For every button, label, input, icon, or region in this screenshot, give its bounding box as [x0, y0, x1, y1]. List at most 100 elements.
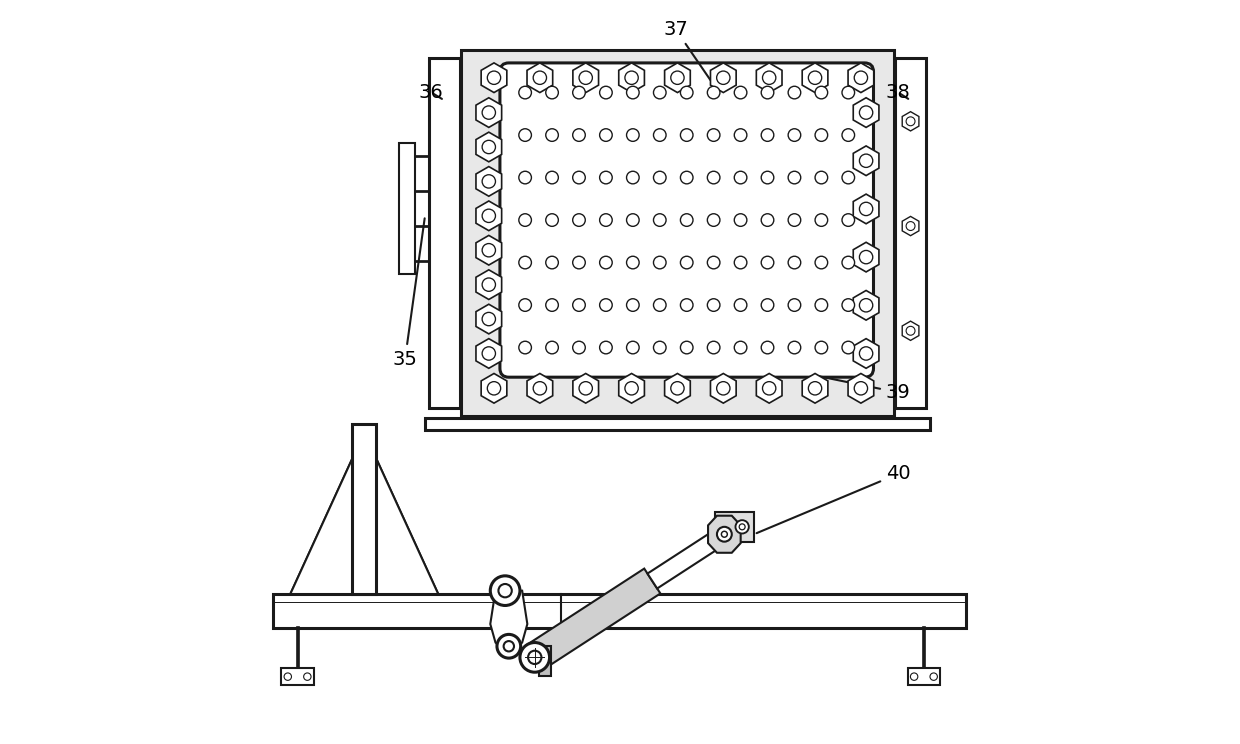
FancyBboxPatch shape — [500, 63, 873, 377]
Circle shape — [842, 214, 854, 226]
Circle shape — [707, 86, 720, 99]
Circle shape — [681, 299, 693, 311]
Circle shape — [546, 171, 558, 184]
Polygon shape — [903, 217, 919, 236]
Circle shape — [717, 71, 730, 84]
Circle shape — [626, 214, 639, 226]
Polygon shape — [848, 63, 874, 92]
Bar — [352, 424, 376, 594]
Text: 37: 37 — [663, 20, 711, 80]
Circle shape — [482, 278, 496, 292]
Circle shape — [518, 171, 532, 184]
Polygon shape — [476, 201, 502, 231]
Polygon shape — [481, 373, 507, 403]
Circle shape — [789, 86, 801, 99]
Circle shape — [546, 86, 558, 99]
Circle shape — [573, 171, 585, 184]
Circle shape — [761, 299, 774, 311]
Circle shape — [707, 214, 720, 226]
Circle shape — [859, 154, 873, 167]
Circle shape — [815, 214, 827, 226]
Bar — [429, 59, 460, 408]
Circle shape — [815, 256, 827, 269]
Circle shape — [707, 299, 720, 311]
Circle shape — [707, 256, 720, 269]
Circle shape — [653, 299, 666, 311]
Polygon shape — [890, 420, 910, 424]
Circle shape — [626, 129, 639, 141]
Circle shape — [734, 171, 746, 184]
Circle shape — [546, 129, 558, 141]
Circle shape — [789, 129, 801, 141]
Circle shape — [842, 341, 854, 354]
Text: 39: 39 — [818, 376, 910, 402]
Circle shape — [707, 129, 720, 141]
Circle shape — [626, 86, 639, 99]
Polygon shape — [619, 373, 645, 403]
Circle shape — [518, 299, 532, 311]
Polygon shape — [573, 63, 599, 92]
Circle shape — [653, 171, 666, 184]
Circle shape — [761, 341, 774, 354]
Polygon shape — [853, 194, 879, 224]
Bar — [425, 418, 930, 430]
Circle shape — [842, 299, 854, 311]
Circle shape — [681, 256, 693, 269]
Circle shape — [626, 341, 639, 354]
Circle shape — [681, 214, 693, 226]
Circle shape — [789, 341, 801, 354]
Circle shape — [284, 673, 291, 680]
Polygon shape — [711, 63, 737, 92]
Circle shape — [600, 299, 613, 311]
Circle shape — [734, 341, 746, 354]
Circle shape — [520, 643, 549, 672]
Circle shape — [482, 175, 496, 188]
Polygon shape — [853, 290, 879, 320]
Circle shape — [707, 341, 720, 354]
Bar — [539, 646, 552, 676]
Circle shape — [842, 129, 854, 141]
Polygon shape — [490, 591, 527, 650]
Circle shape — [573, 129, 585, 141]
Circle shape — [497, 635, 521, 658]
Circle shape — [600, 256, 613, 269]
Polygon shape — [853, 97, 879, 127]
Circle shape — [653, 256, 666, 269]
Polygon shape — [619, 63, 645, 92]
Circle shape — [626, 256, 639, 269]
Circle shape — [487, 71, 501, 84]
Polygon shape — [715, 512, 754, 542]
Circle shape — [681, 341, 693, 354]
Circle shape — [734, 214, 746, 226]
Circle shape — [761, 171, 774, 184]
Circle shape — [653, 341, 666, 354]
Polygon shape — [444, 420, 464, 424]
Circle shape — [573, 299, 585, 311]
Polygon shape — [527, 568, 661, 670]
Circle shape — [533, 71, 547, 84]
Circle shape — [653, 129, 666, 141]
Circle shape — [573, 341, 585, 354]
Circle shape — [906, 327, 915, 336]
Circle shape — [789, 214, 801, 226]
Circle shape — [600, 171, 613, 184]
Circle shape — [518, 341, 532, 354]
Circle shape — [815, 341, 827, 354]
Circle shape — [808, 71, 822, 84]
Circle shape — [546, 214, 558, 226]
Circle shape — [482, 209, 496, 222]
Text: 38: 38 — [885, 83, 910, 102]
Circle shape — [482, 347, 496, 360]
Circle shape — [707, 171, 720, 184]
Circle shape — [842, 171, 854, 184]
Polygon shape — [476, 339, 502, 368]
Polygon shape — [756, 373, 782, 403]
Circle shape — [739, 524, 745, 530]
Circle shape — [573, 256, 585, 269]
Circle shape — [671, 382, 684, 395]
Bar — [908, 669, 940, 684]
Circle shape — [304, 673, 311, 680]
Polygon shape — [476, 235, 502, 265]
Polygon shape — [527, 63, 553, 92]
Text: 40: 40 — [756, 464, 910, 533]
